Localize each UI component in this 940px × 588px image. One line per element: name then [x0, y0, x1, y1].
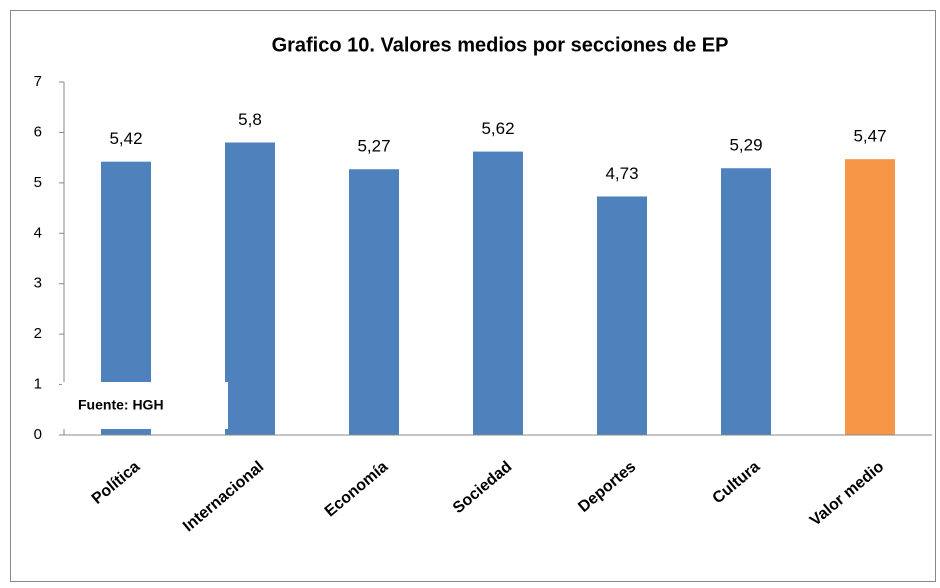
- y-tick-label: 2: [34, 325, 42, 342]
- bar: [473, 151, 523, 435]
- bar: [597, 196, 647, 435]
- bar: [349, 169, 399, 435]
- value-label: 5,27: [357, 137, 390, 156]
- y-tick-label: 0: [34, 426, 42, 443]
- bar: [721, 168, 771, 436]
- y-tick-label: 1: [34, 376, 42, 393]
- annotation: Fuente: HGH: [78, 397, 164, 413]
- value-label: 5,47: [853, 127, 886, 146]
- y-tick-label: 4: [34, 224, 42, 241]
- y-tick-label: 7: [34, 73, 42, 90]
- y-tick-label: 5: [34, 174, 42, 191]
- annotation-box: [62, 382, 228, 429]
- y-tick-label: 6: [34, 123, 42, 140]
- bar: [845, 159, 895, 436]
- bar: [225, 142, 275, 435]
- value-label: 5,62: [481, 119, 514, 138]
- value-label: 5,8: [238, 110, 262, 129]
- value-label: 4,73: [605, 164, 638, 183]
- y-tick-label: 3: [34, 275, 42, 292]
- value-label: 5,42: [109, 129, 142, 148]
- chart-title: Grafico 10. Valores medios por secciones…: [272, 34, 729, 56]
- value-label: 5,29: [729, 136, 762, 155]
